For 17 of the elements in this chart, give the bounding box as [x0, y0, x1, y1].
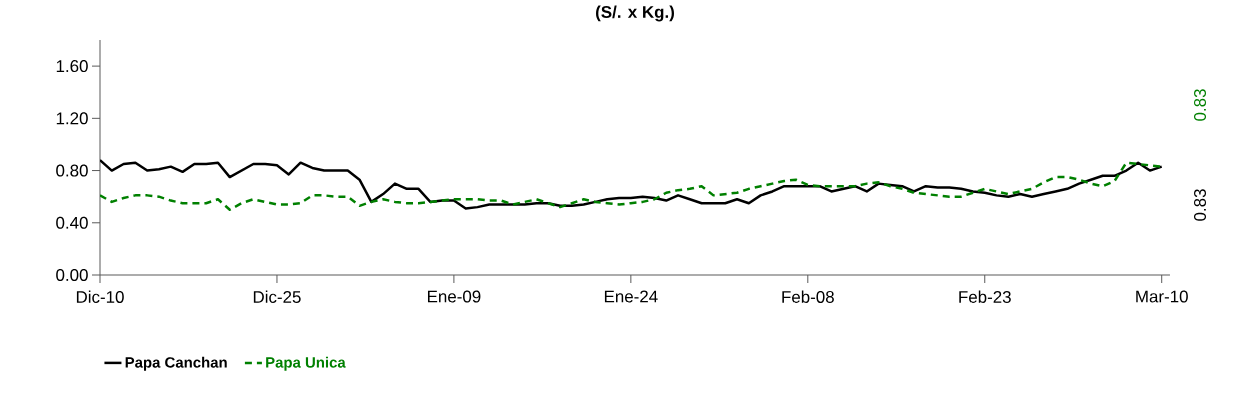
- x-tick-label: Ene-24: [604, 290, 658, 303]
- text: 0.83: [1194, 189, 1207, 221]
- y-tick-label: 1.60: [56, 60, 88, 73]
- y-tick-label: 1.20: [56, 112, 88, 125]
- y-tick-label: 0.80: [56, 164, 88, 177]
- y-tick-label: 0.40: [56, 216, 88, 229]
- x-tick-label: Feb-23: [959, 290, 1011, 303]
- y-tick-label: 0.00: [56, 269, 88, 281]
- legend-label: Papa Canchan: [125, 356, 227, 371]
- text: 0.83: [1194, 89, 1207, 121]
- x-tick-label: Feb-08: [782, 290, 834, 303]
- x-tick-label: Dic-10: [76, 290, 124, 303]
- x-tick-label: Dic-25: [253, 290, 301, 303]
- x-tick-label: Ene-09: [427, 290, 481, 303]
- chart-title: (S/. x Kg.): [596, 5, 674, 22]
- x-tick-label: Mar-10: [1136, 290, 1188, 303]
- legend-label: Papa Unica: [266, 356, 346, 371]
